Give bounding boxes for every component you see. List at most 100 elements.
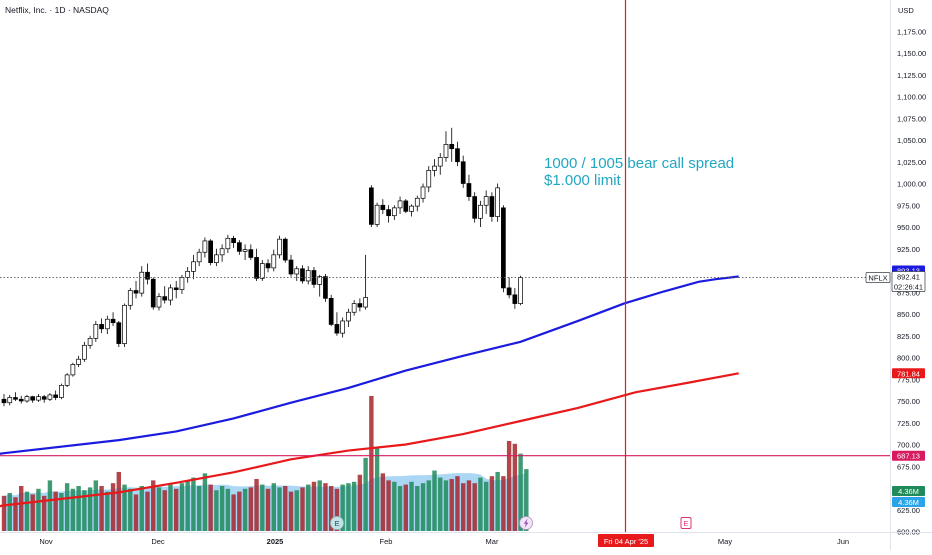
candle-body bbox=[403, 200, 409, 212]
time-highlight-text: Fri 04 Apr '25 bbox=[604, 537, 648, 546]
candle-body bbox=[156, 296, 162, 308]
candle-body bbox=[265, 263, 271, 269]
future-earnings-text: E bbox=[683, 519, 688, 528]
price-badge: 892.41 02:26:41 bbox=[891, 271, 926, 292]
price-tick-label: 1,050.00 bbox=[897, 136, 926, 145]
candle-body bbox=[409, 205, 414, 212]
volume-green-badge: 4.36M bbox=[892, 486, 925, 496]
time-label-may: May bbox=[718, 537, 732, 546]
volume-bar bbox=[185, 480, 190, 531]
volume-bar bbox=[495, 471, 500, 531]
volume-bar bbox=[369, 396, 374, 531]
volume-bar bbox=[13, 497, 18, 531]
volume-bar bbox=[397, 486, 403, 531]
candle-body bbox=[93, 324, 99, 339]
time-label-feb: Feb bbox=[380, 537, 393, 546]
symbol-badge: NFLX bbox=[865, 272, 891, 283]
candle-body bbox=[99, 324, 104, 330]
ma-red-badge-text: 781.84 bbox=[897, 369, 920, 378]
volume-bar bbox=[392, 481, 397, 531]
candle-body bbox=[495, 187, 500, 217]
volume-bar bbox=[357, 474, 363, 531]
volume-bar bbox=[512, 443, 518, 531]
candle-body bbox=[150, 278, 156, 308]
volume-bar bbox=[41, 495, 47, 531]
candle-body bbox=[168, 287, 173, 301]
candle-body bbox=[173, 287, 179, 290]
volume-bar bbox=[323, 483, 328, 531]
volume-bar bbox=[277, 487, 282, 531]
candle-body bbox=[317, 276, 323, 285]
candle-body bbox=[196, 251, 202, 263]
candle-body bbox=[414, 197, 420, 207]
candle-body bbox=[300, 268, 305, 282]
price-tick-label: 1,075.00 bbox=[897, 114, 926, 123]
volume-bar bbox=[438, 477, 443, 531]
candle-body bbox=[254, 257, 259, 279]
candle-body bbox=[18, 398, 24, 402]
candle-body bbox=[443, 144, 449, 158]
volume-bar bbox=[306, 484, 311, 531]
currency-label: USD bbox=[898, 6, 914, 15]
price-tick-label: 725.00 bbox=[897, 419, 920, 428]
candle-body bbox=[460, 161, 466, 184]
volume-bar bbox=[328, 486, 334, 531]
price-tick-label: 1,025.00 bbox=[897, 158, 926, 167]
volume-bar bbox=[53, 491, 58, 531]
candle-body bbox=[374, 204, 380, 225]
candle-body bbox=[420, 186, 426, 199]
dividend-lightning-icon[interactable] bbox=[519, 516, 533, 530]
candle-layer bbox=[1, 127, 523, 407]
volume-bar bbox=[351, 481, 357, 531]
price-badge-text: 892.41 bbox=[897, 272, 920, 281]
volume-bar bbox=[311, 481, 317, 531]
candle-body bbox=[489, 196, 495, 217]
candle-body bbox=[305, 270, 311, 282]
candle-body bbox=[76, 358, 81, 365]
volume-bar bbox=[196, 486, 202, 531]
time-label-mar: Mar bbox=[486, 537, 499, 546]
volume-bar bbox=[225, 488, 231, 531]
candle-body bbox=[104, 318, 110, 330]
candle-body bbox=[506, 287, 512, 296]
annotation-line-2[interactable]: $1.000 limit bbox=[544, 172, 622, 189]
volume-bar bbox=[472, 483, 477, 531]
volume-bar bbox=[409, 481, 414, 531]
volume-bar bbox=[363, 457, 368, 531]
future-earnings-marker[interactable]: E bbox=[680, 517, 692, 529]
price-tick-label: 1,150.00 bbox=[897, 49, 926, 58]
volume-bar bbox=[288, 491, 294, 531]
candle-body bbox=[179, 277, 185, 290]
candle-body bbox=[24, 396, 30, 402]
symbol-badge-text: NFLX bbox=[868, 273, 887, 282]
candle-body bbox=[483, 196, 489, 206]
candle-body bbox=[472, 196, 478, 219]
volume-bar bbox=[1, 495, 7, 531]
time-axis[interactable]: Nov Dec 2025 Feb Mar Fri 04 Apr '25 May … bbox=[0, 532, 932, 548]
volume-bar bbox=[59, 493, 64, 531]
candle-body bbox=[455, 148, 460, 163]
volume-bar bbox=[168, 484, 173, 531]
candle-body bbox=[127, 290, 133, 306]
candle-body bbox=[7, 397, 13, 404]
volume-bar bbox=[432, 470, 437, 531]
candle-body bbox=[323, 276, 328, 299]
price-tick-label: 700.00 bbox=[897, 441, 920, 450]
candle-body bbox=[87, 338, 93, 346]
candle-body bbox=[478, 204, 483, 219]
volume-bar bbox=[346, 483, 351, 531]
annotation-line-1[interactable]: 1000 / 1005 bear call spread bbox=[544, 155, 734, 172]
candle-body bbox=[518, 277, 523, 304]
volume-bar bbox=[24, 491, 30, 531]
volume-bar bbox=[214, 490, 219, 531]
candle-body bbox=[231, 237, 236, 244]
volume-bar bbox=[455, 476, 460, 531]
volume-bar bbox=[139, 486, 144, 531]
earnings-marker[interactable]: E bbox=[330, 516, 344, 530]
candle-body bbox=[334, 324, 340, 334]
volume-bar bbox=[110, 483, 116, 531]
candle-body bbox=[225, 237, 231, 250]
candle-body bbox=[259, 263, 265, 279]
